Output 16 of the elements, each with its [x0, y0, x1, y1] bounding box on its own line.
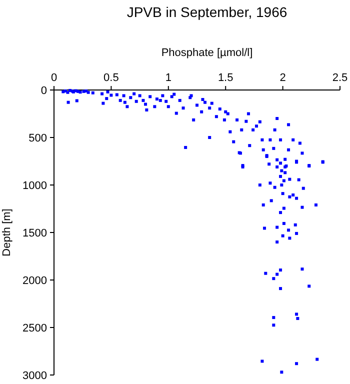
x-tick-label: 1: [165, 72, 172, 84]
y-tick-label: 1000: [22, 180, 47, 192]
y-tick-label: 1500: [22, 227, 47, 240]
x-tick-label: 2.5: [332, 72, 348, 84]
y-tick-label: 0: [40, 84, 47, 97]
x-tick-label: 2: [280, 72, 286, 84]
y-tick-label: 2500: [22, 322, 47, 334]
x-axis-title: Phosphate [µmol/l]: [161, 47, 253, 59]
y-tick-label: 2000: [22, 274, 47, 287]
x-tick-label: 0.5: [104, 72, 119, 84]
chart-title: JPVB in September, 1966: [126, 4, 288, 20]
x-tick-label: 1.5: [218, 72, 234, 84]
x-tick-label: 0: [50, 72, 58, 84]
y-axis-title: Depth [m]: [1, 208, 13, 256]
y-tick-label: 3000: [22, 370, 47, 382]
y-tick-label: 500: [28, 132, 47, 144]
